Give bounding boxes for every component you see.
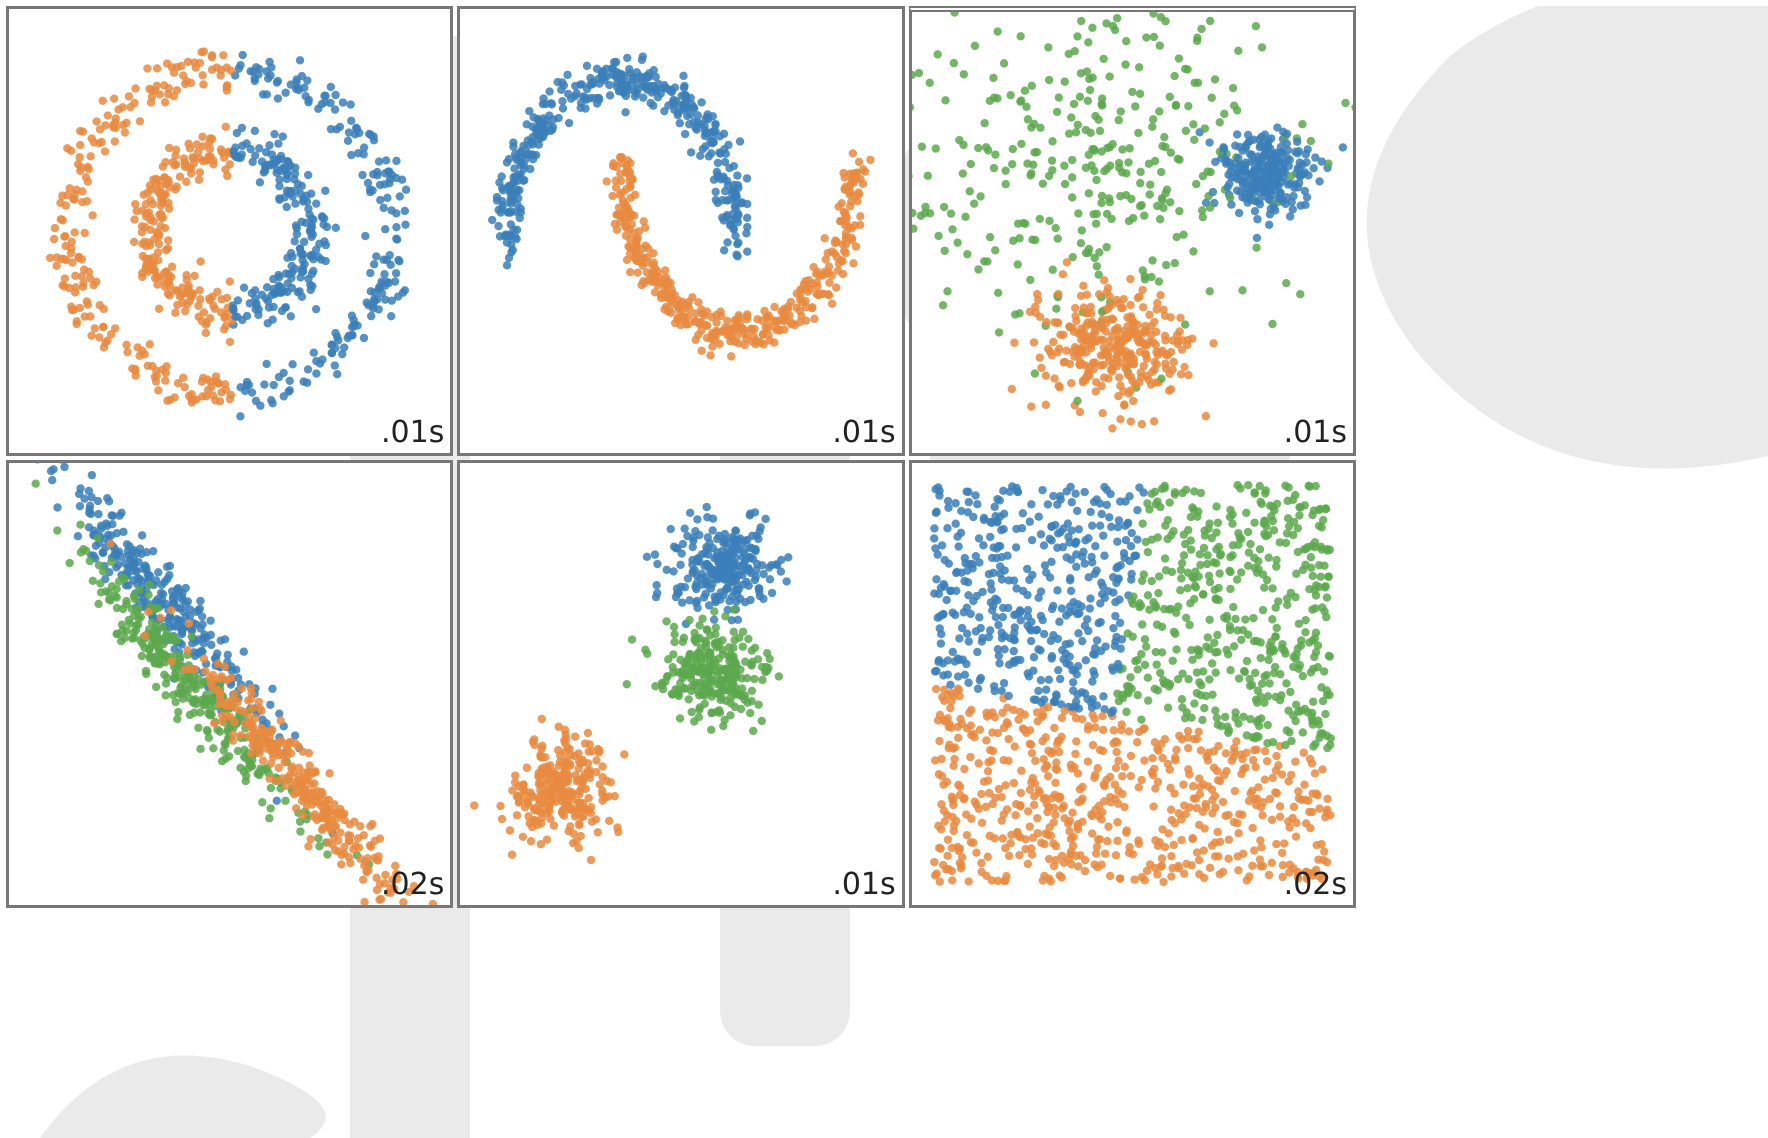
- time-label: .01s: [381, 415, 444, 450]
- panel-blobs-svg: [460, 463, 901, 904]
- time-label: .01s: [832, 415, 895, 450]
- panel-varied-svg: [912, 12, 1353, 453]
- panel-aniso: .02s: [6, 460, 453, 907]
- panel-aniso-svg: [9, 463, 450, 904]
- time-label: .01s: [1284, 415, 1347, 450]
- panel-circles-svg: [9, 9, 450, 453]
- panel-uniform-svg: [912, 463, 1353, 904]
- panel-blobs: .01s: [457, 460, 904, 907]
- time-label: .02s: [1284, 867, 1347, 902]
- panel-circles: .01s: [6, 6, 453, 456]
- panel-uniform: .02s: [909, 460, 1356, 907]
- panel-varied: .01s: [909, 6, 1356, 456]
- time-label: .02s: [381, 867, 444, 902]
- scatter-grid: .01s .01s .01s .02s .01s .02s: [6, 6, 1356, 906]
- panel-moons: .01s: [457, 6, 904, 456]
- panel-moons-svg: [460, 9, 901, 453]
- time-label: .01s: [832, 867, 895, 902]
